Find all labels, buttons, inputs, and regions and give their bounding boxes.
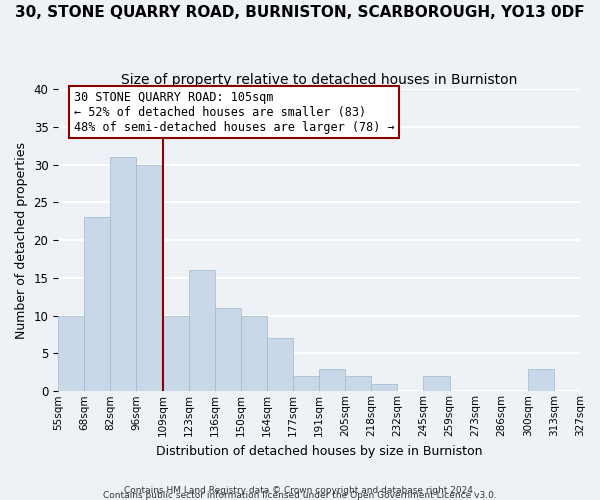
Bar — [424, 376, 449, 392]
Bar — [267, 338, 293, 392]
Bar — [84, 218, 110, 392]
Text: 30 STONE QUARRY ROAD: 105sqm
← 52% of detached houses are smaller (83)
48% of se: 30 STONE QUARRY ROAD: 105sqm ← 52% of de… — [74, 90, 394, 134]
Bar — [163, 316, 188, 392]
Y-axis label: Number of detached properties: Number of detached properties — [15, 142, 28, 338]
Bar — [371, 384, 397, 392]
Text: Contains public sector information licensed under the Open Government Licence v3: Contains public sector information licen… — [103, 490, 497, 500]
Bar — [319, 368, 345, 392]
Text: 30, STONE QUARRY ROAD, BURNISTON, SCARBOROUGH, YO13 0DF: 30, STONE QUARRY ROAD, BURNISTON, SCARBO… — [15, 5, 585, 20]
Title: Size of property relative to detached houses in Burniston: Size of property relative to detached ho… — [121, 72, 517, 86]
Text: Contains HM Land Registry data © Crown copyright and database right 2024.: Contains HM Land Registry data © Crown c… — [124, 486, 476, 495]
Bar — [110, 157, 136, 392]
X-axis label: Distribution of detached houses by size in Burniston: Distribution of detached houses by size … — [156, 444, 482, 458]
Bar — [528, 368, 554, 392]
Bar — [188, 270, 215, 392]
Bar — [58, 316, 84, 392]
Bar — [136, 164, 163, 392]
Bar — [345, 376, 371, 392]
Bar — [293, 376, 319, 392]
Bar — [215, 308, 241, 392]
Bar — [241, 316, 267, 392]
